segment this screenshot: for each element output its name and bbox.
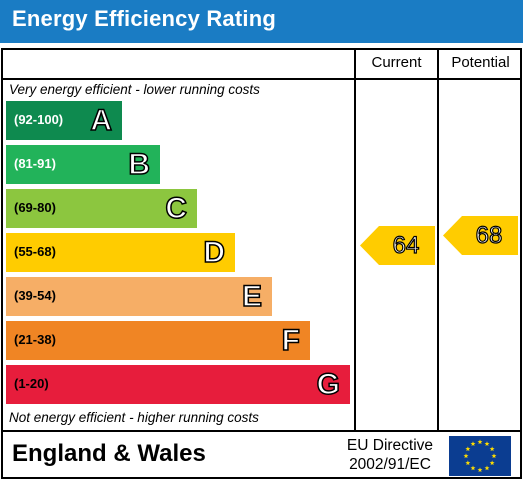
band-letter: D bbox=[203, 235, 226, 270]
eu-star-icon bbox=[465, 460, 471, 466]
eu-flag-icon bbox=[449, 436, 511, 476]
band-letter: E bbox=[241, 279, 263, 314]
page-title: Energy Efficiency Rating bbox=[12, 6, 276, 31]
arrow-fill bbox=[443, 216, 518, 255]
potential-rating-arrow: 68 bbox=[443, 216, 518, 255]
band-letter: F bbox=[281, 323, 301, 358]
arrow-fill bbox=[360, 226, 435, 265]
band-b: (81-91) B bbox=[6, 145, 160, 184]
band-range-label: (39-54) bbox=[14, 288, 56, 303]
eu-star-icon bbox=[489, 460, 495, 466]
band-range-label: (92-100) bbox=[14, 112, 64, 127]
eu-star-icon bbox=[477, 467, 483, 473]
eu-star-icon bbox=[484, 465, 490, 471]
arrow-shape bbox=[360, 226, 435, 265]
band-range-label: (69-80) bbox=[14, 200, 56, 215]
header-divider bbox=[1, 78, 522, 80]
band-a: (92-100) A bbox=[6, 101, 122, 140]
country-label: England & Wales bbox=[12, 440, 206, 467]
band-letter: A bbox=[90, 103, 113, 138]
directive-line-2: 2002/91/EC bbox=[349, 456, 431, 473]
column-potential-header: Potential bbox=[451, 54, 510, 71]
band-letter: G bbox=[316, 367, 341, 402]
eu-star-icon bbox=[484, 441, 490, 446]
eu-star-icon bbox=[491, 453, 497, 459]
eu-star-icon bbox=[489, 446, 495, 452]
directive-line-1: EU Directive bbox=[346, 437, 434, 454]
band-f: (21-38) F bbox=[6, 321, 310, 360]
note-efficient: Very energy efficient - lower running co… bbox=[9, 82, 260, 97]
band-c: (69-80) C bbox=[6, 189, 197, 228]
band-d: (55-68) D bbox=[6, 233, 235, 272]
band-range-label: (55-68) bbox=[14, 244, 56, 259]
band-range-label: (1-20) bbox=[14, 376, 49, 391]
band-range-label: (81-91) bbox=[14, 156, 56, 171]
rating-frame bbox=[1, 48, 522, 479]
footer-divider bbox=[1, 430, 522, 432]
arrow-shape bbox=[443, 216, 518, 255]
note-inefficient: Not energy efficient - higher running co… bbox=[9, 410, 259, 425]
band-range-label: (21-38) bbox=[14, 332, 56, 347]
band-g: (1-20) G bbox=[6, 365, 350, 404]
potential-rating-value: 68 bbox=[475, 221, 503, 249]
eu-star-icon bbox=[463, 453, 469, 459]
current-rating-arrow: 64 bbox=[360, 226, 435, 265]
current-rating-value: 64 bbox=[392, 231, 420, 259]
band-e: (39-54) E bbox=[6, 277, 272, 316]
eu-star-icon bbox=[470, 441, 476, 446]
eu-directive: EU Directive 2002/91/EC bbox=[338, 436, 442, 474]
eu-star-icon bbox=[465, 446, 471, 452]
eu-star-icon bbox=[477, 439, 483, 445]
band-letter: C bbox=[165, 191, 188, 226]
band-letter: B bbox=[128, 147, 151, 182]
divider-potential bbox=[437, 48, 439, 432]
divider-current bbox=[354, 48, 356, 432]
eu-star-icon bbox=[470, 465, 476, 471]
title-bar: Energy Efficiency Rating bbox=[0, 0, 523, 43]
column-current-header: Current bbox=[371, 54, 422, 71]
